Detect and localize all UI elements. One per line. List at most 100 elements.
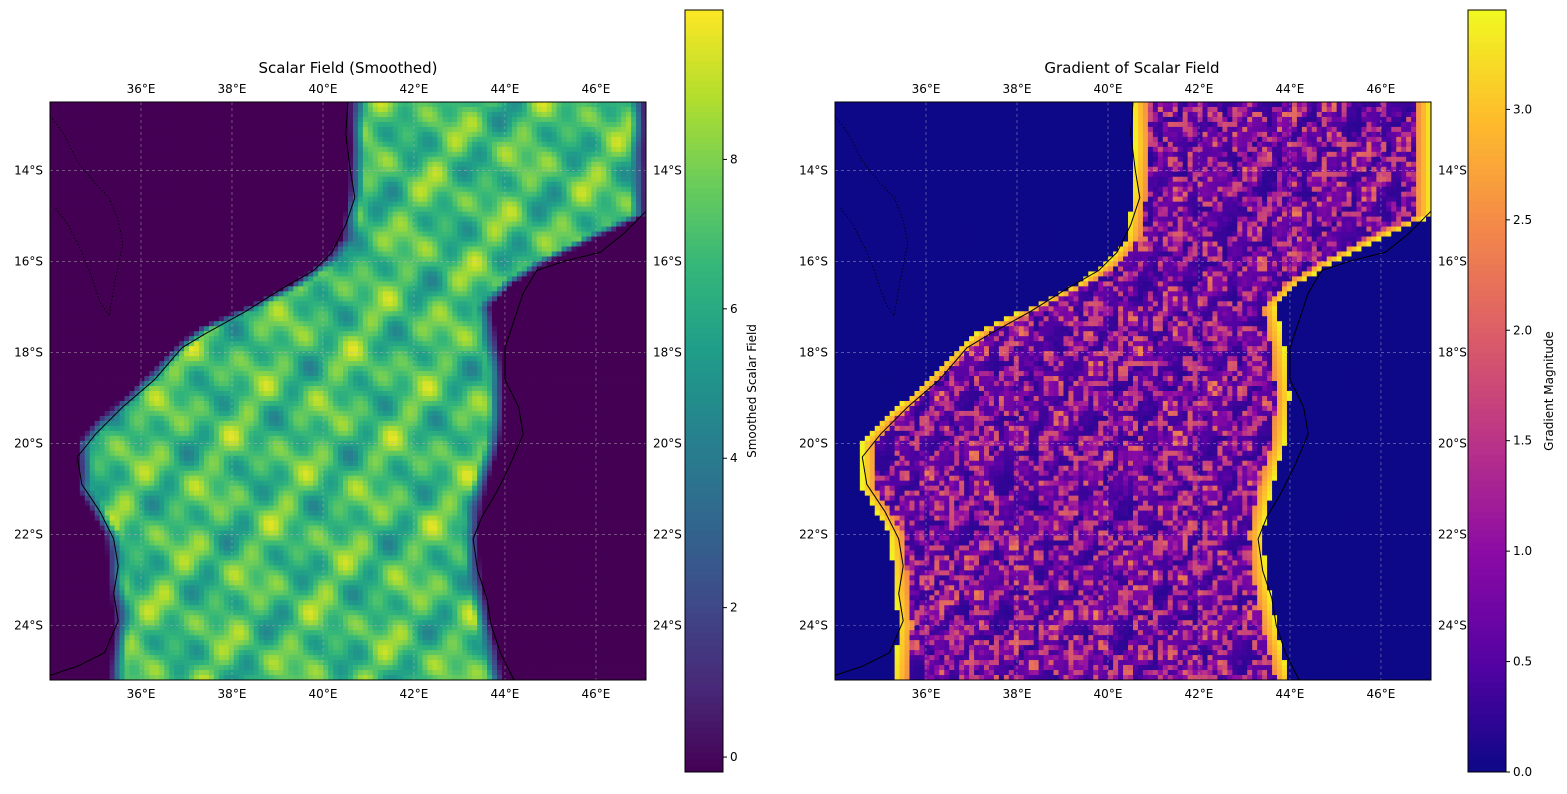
- heatmap-cell: [303, 177, 308, 182]
- heatmap-cell: [55, 142, 60, 147]
- heatmap-cell: [179, 197, 184, 202]
- heatmap-cell: [65, 217, 70, 222]
- heatmap-cell: [129, 132, 134, 137]
- heatmap-cell: [214, 177, 219, 182]
- heatmap-cell: [408, 167, 413, 172]
- heatmap-cell: [308, 182, 313, 187]
- heatmap-cell: [358, 217, 363, 222]
- heatmap-cell: [358, 162, 363, 167]
- heatmap-cell: [636, 117, 641, 122]
- heatmap-cell: [527, 102, 532, 107]
- heatmap-cell: [522, 107, 527, 112]
- heatmap-cell: [100, 182, 105, 187]
- heatmap-cell: [368, 182, 373, 187]
- heatmap-cell: [283, 212, 288, 217]
- heatmap-cell: [423, 182, 428, 187]
- heatmap-cell: [159, 117, 164, 122]
- heatmap-cell: [234, 112, 239, 117]
- heatmap-cell: [204, 167, 209, 172]
- heatmap-cell: [502, 147, 507, 152]
- heatmap-cell: [532, 192, 537, 197]
- heatmap-cell: [398, 202, 403, 207]
- heatmap-cell: [452, 122, 457, 127]
- heatmap-cell: [492, 147, 497, 152]
- heatmap-cell: [219, 172, 224, 177]
- heatmap-cell: [298, 132, 303, 137]
- heatmap-cell: [393, 107, 398, 112]
- heatmap-cell: [149, 137, 154, 142]
- heatmap-cell: [487, 197, 492, 202]
- heatmap-cell: [229, 142, 234, 147]
- heatmap-cell: [269, 112, 274, 117]
- heatmap-cell: [85, 137, 90, 142]
- heatmap-cell: [616, 107, 621, 112]
- heatmap-cell: [333, 102, 338, 107]
- heatmap-cell: [144, 112, 149, 117]
- heatmap-cell: [447, 112, 452, 117]
- heatmap-cell: [482, 207, 487, 212]
- heatmap-cell: [169, 122, 174, 127]
- heatmap-cell: [492, 212, 497, 217]
- heatmap-cell: [234, 172, 239, 177]
- heatmap-cell: [55, 177, 60, 182]
- heatmap-cell: [65, 197, 70, 202]
- heatmap-cell: [229, 107, 234, 112]
- heatmap-cell: [373, 157, 378, 162]
- heatmap-cell: [512, 187, 517, 192]
- heatmap-cell: [95, 142, 100, 147]
- heatmap-cell: [184, 132, 189, 137]
- heatmap-cell: [462, 102, 467, 107]
- heatmap-cell: [388, 202, 393, 207]
- heatmap-cell: [388, 207, 393, 212]
- heatmap-cell: [164, 122, 169, 127]
- heatmap-cell: [239, 107, 244, 112]
- heatmap-cell: [487, 207, 492, 212]
- heatmap-cell: [159, 207, 164, 212]
- heatmap-cell: [403, 102, 408, 107]
- heatmap-cell: [159, 157, 164, 162]
- heatmap-cell: [209, 157, 214, 162]
- heatmap-cell: [616, 207, 621, 212]
- heatmap-cell: [199, 157, 204, 162]
- heatmap-cell: [576, 187, 581, 192]
- heatmap-cell: [149, 192, 154, 197]
- heatmap-cell: [497, 147, 502, 152]
- heatmap-cell: [631, 112, 636, 117]
- heatmap-cell: [398, 187, 403, 192]
- heatmap-cell: [115, 152, 120, 157]
- heatmap-cell: [288, 187, 293, 192]
- heatmap-cell: [95, 202, 100, 207]
- heatmap-cell: [303, 132, 308, 137]
- heatmap-cell: [115, 102, 120, 107]
- heatmap-cell: [378, 107, 383, 112]
- heatmap-cell: [492, 187, 497, 192]
- heatmap-cell: [343, 172, 348, 177]
- heatmap-cell: [497, 207, 502, 212]
- heatmap-cell: [467, 182, 472, 187]
- heatmap-cell: [467, 127, 472, 132]
- heatmap-cell: [482, 197, 487, 202]
- heatmap-cell: [139, 117, 144, 122]
- heatmap-cell: [189, 112, 194, 117]
- heatmap-cell: [497, 187, 502, 192]
- heatmap-cell: [80, 217, 85, 222]
- heatmap-cell: [626, 197, 631, 202]
- heatmap-cell: [333, 157, 338, 162]
- heatmap-cell: [447, 137, 452, 142]
- heatmap-cell: [105, 177, 110, 182]
- heatmap-cell: [393, 167, 398, 172]
- heatmap-cell: [95, 157, 100, 162]
- heatmap-cell: [447, 162, 452, 167]
- heatmap-cell: [308, 112, 313, 117]
- heatmap-cell: [383, 117, 388, 122]
- heatmap-cell: [169, 197, 174, 202]
- heatmap-cell: [55, 152, 60, 157]
- heatmap-cell: [542, 137, 547, 142]
- heatmap-cell: [229, 112, 234, 117]
- heatmap-cell: [303, 102, 308, 107]
- heatmap-cell: [234, 182, 239, 187]
- heatmap-cell: [323, 127, 328, 132]
- heatmap-cell: [129, 117, 134, 122]
- heatmap-cell: [348, 122, 353, 127]
- heatmap-cell: [244, 122, 249, 127]
